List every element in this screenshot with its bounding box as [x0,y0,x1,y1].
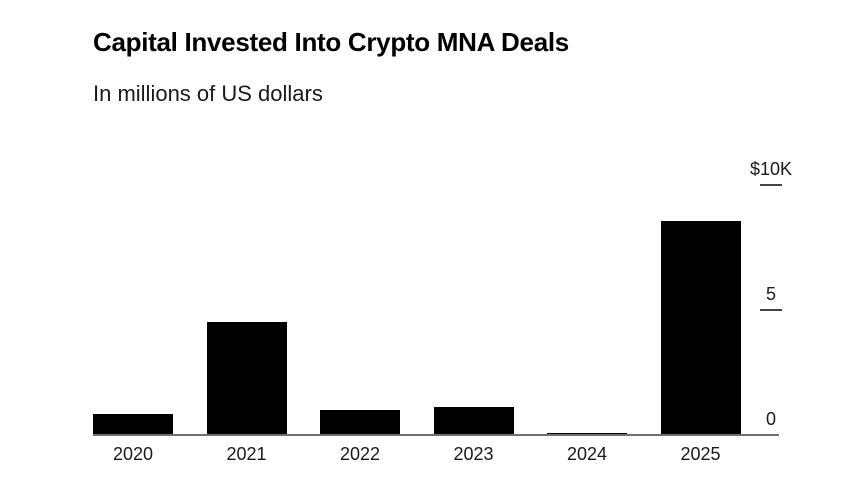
y-axis-label-5000: 5 [765,284,777,304]
y-axis-label-10000: $10K [749,159,793,179]
y-tick-dash-5000 [760,309,782,311]
x-axis-label-2023: 2023 [453,444,494,464]
y-axis-label-0: 0 [765,409,777,429]
y-tick-dash-10000 [760,184,782,186]
bar-2024 [547,432,627,435]
x-axis-label-2024: 2024 [566,444,608,464]
bar-2021 [206,322,287,435]
x-axis-label-2025: 2025 [680,444,721,464]
bar-2023 [433,406,514,435]
x-axis-label-2022: 2022 [339,444,381,464]
chart-title: Capital Invested Into Crypto MNA Deals [93,27,569,57]
chart-subtitle: In millions of US dollars [93,81,323,106]
bar-2020 [93,414,173,435]
bar-2022 [320,410,400,435]
x-axis-line [93,434,779,436]
x-axis-label-2020: 2020 [112,444,154,464]
bar-2025 [660,220,741,435]
x-axis-label-2021: 2021 [226,444,267,464]
